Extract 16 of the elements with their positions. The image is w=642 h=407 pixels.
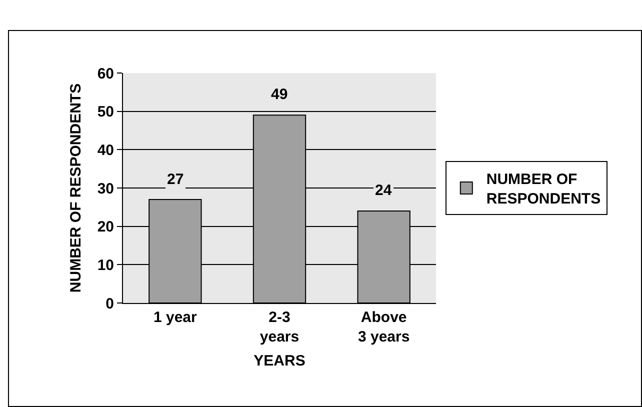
y-tick-label: 20 [97,218,114,236]
x-tick-label: 1 year [153,309,198,326]
y-tick-label: 30 [97,180,114,198]
data-label: 49 [271,86,288,103]
y-tick-label: 50 [97,104,114,121]
x-tick-label: 2-3 years [260,309,300,346]
x-tick-label: Above 3 years [358,309,410,346]
y-axis-title: NUMBER OF RESPONDENTS [68,83,85,293]
y-tick-label: 10 [97,256,114,274]
data-label: 27 [167,171,184,188]
data-label: 24 [375,182,392,199]
x-axis-title: YEARS [254,352,306,370]
y-tick-label: 60 [97,65,114,82]
y-tick-label: 0 [106,295,114,312]
y-tick-label: 40 [97,142,114,159]
legend-label: NUMBER OF RESPONDENTS [486,171,601,208]
